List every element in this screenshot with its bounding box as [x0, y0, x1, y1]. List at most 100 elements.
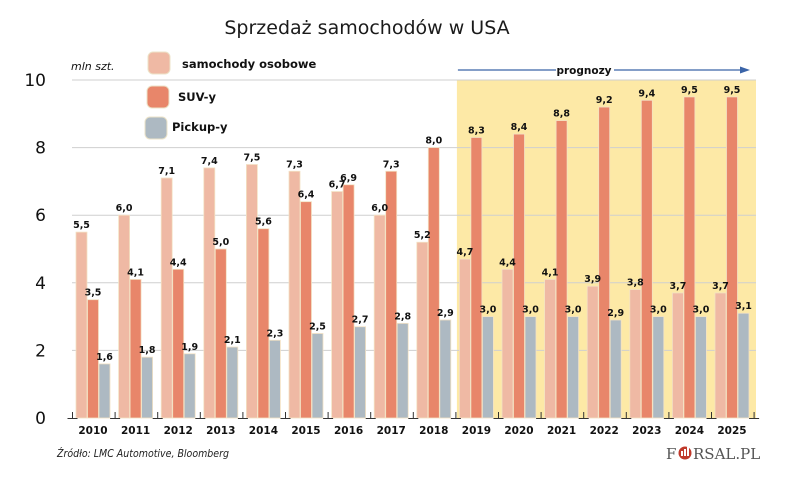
- legend: samochody osobowe SUV-y Pickup-y: [144, 51, 317, 140]
- bar-samochody-osobowe-2012: [160, 177, 173, 419]
- bar-suv-y-2015: [300, 201, 312, 419]
- value-label: 7,5: [243, 153, 260, 164]
- bar-pickup-y-2017: [396, 322, 409, 419]
- legend-swatch: [147, 51, 171, 75]
- x-axis-ticks: 2010 2011 2012 2013 2014 2015 2016 2017 2018 2019…: [67, 412, 760, 437]
- bar-samochody-osobowe-2025: [714, 292, 727, 419]
- bar-pickup-y-2019: [481, 316, 494, 419]
- bar-samochody-osobowe-2024: [672, 292, 684, 419]
- x-tick-label: 2023: [632, 425, 661, 437]
- x-tick-label: 2019: [462, 425, 491, 437]
- y-tick-label: 2: [35, 341, 46, 361]
- value-label: 1,6: [96, 352, 113, 363]
- bar-pickup-y-2021: [567, 316, 579, 419]
- bar-pickup-y-2020: [524, 316, 537, 419]
- forecast-label: prognozy: [556, 65, 611, 77]
- bar-samochody-osobowe-2010: [75, 231, 88, 419]
- value-label: 3,1: [735, 301, 752, 312]
- value-label: 5,0: [212, 237, 229, 248]
- x-tick-label: 2017: [377, 425, 406, 437]
- value-label: 3,0: [479, 305, 496, 316]
- bar-suv-y-2016: [342, 184, 355, 419]
- value-label: 6,7: [329, 180, 346, 191]
- bar-pickup-y-2013: [226, 346, 239, 419]
- bar-samochody-osobowe-2017: [373, 214, 386, 419]
- value-label: 9,2: [596, 95, 613, 106]
- value-label: 3,7: [712, 281, 729, 292]
- value-label: 4,1: [542, 267, 559, 278]
- value-label: 5,5: [73, 220, 90, 231]
- x-tick-label: 2018: [419, 425, 448, 437]
- value-label: 3,5: [85, 288, 102, 299]
- bar-suv-y-2017: [385, 170, 398, 419]
- value-label: 8,0: [425, 136, 442, 147]
- forsal-logo: F RSAL.PL: [666, 445, 760, 463]
- y-tick-label: 8: [35, 139, 46, 159]
- bar-pickup-y-2016: [354, 326, 367, 419]
- bar-suv-y-2023: [640, 99, 653, 419]
- bar-suv-y-2024: [683, 96, 696, 419]
- value-label: 9,5: [681, 85, 698, 96]
- value-label: 7,4: [201, 156, 218, 167]
- chart-title: Sprzedaż samochodów w USA: [224, 17, 509, 39]
- bar-suv-y-2014: [257, 228, 270, 419]
- value-label: 3,0: [522, 305, 539, 316]
- value-labels: 5,5 3,5 1,6 6,0 4,1 1,8 7,1 4,4 1,9 7,4 5,0 2,1 7,5 5…: [73, 85, 752, 363]
- value-label: 3,0: [565, 305, 582, 316]
- value-label: 3,9: [584, 274, 601, 285]
- bar-suv-y-2013: [214, 248, 227, 419]
- legend-swatch: [144, 116, 168, 140]
- source-note: Źródło: LMC Automotive, Bloomberg: [56, 447, 229, 460]
- bar-suv-y-2019: [470, 137, 483, 419]
- bar-pickup-y-2012: [183, 353, 196, 419]
- bar-suv-y-2025: [726, 96, 738, 419]
- value-label: 4,1: [127, 267, 144, 278]
- value-label: 5,2: [414, 230, 431, 241]
- bar-samochody-osobowe-2019: [458, 258, 471, 419]
- bar-suv-y-2011: [129, 279, 142, 419]
- value-label: 9,4: [638, 88, 655, 99]
- value-label: 2,1: [224, 335, 241, 346]
- value-label: 4,4: [499, 257, 516, 268]
- bar-samochody-osobowe-2013: [203, 167, 216, 419]
- x-tick-label: 2020: [504, 425, 533, 437]
- bar-samochody-osobowe-2016: [331, 191, 344, 419]
- bar-pickup-y-2010: [98, 363, 111, 419]
- bar-samochody-osobowe-2014: [245, 164, 258, 419]
- x-tick-label: 2013: [206, 425, 235, 437]
- legend-swatch: [146, 85, 170, 109]
- value-label: 4,7: [456, 247, 473, 258]
- value-label: 6,4: [298, 190, 315, 201]
- value-label: 7,3: [286, 159, 303, 170]
- value-label: 2,3: [266, 328, 283, 339]
- forecast-annotation: prognozy: [457, 65, 750, 77]
- bar-samochody-osobowe-2022: [586, 285, 599, 419]
- value-label: 2,9: [437, 308, 454, 319]
- value-label: 6,0: [371, 203, 388, 214]
- value-label: 4,4: [170, 257, 187, 268]
- x-tick-label: 2024: [675, 425, 704, 437]
- value-label: 8,4: [511, 122, 528, 133]
- y-axis-ticks: 0 2 4 6 8 10: [24, 71, 46, 429]
- value-label: 9,5: [724, 85, 741, 96]
- logo-text-left: F: [666, 445, 676, 463]
- y-tick-label: 10: [24, 71, 46, 91]
- value-label: 2,7: [352, 315, 369, 326]
- y-tick-label: 4: [35, 274, 46, 294]
- bar-pickup-y-2011: [141, 356, 154, 419]
- bar-suv-y-2010: [87, 299, 99, 419]
- value-label: 7,3: [383, 159, 400, 170]
- bar-pickup-y-2022: [609, 319, 622, 419]
- value-label: 3,0: [692, 305, 709, 316]
- legend-label: samochody osobowe: [182, 57, 317, 71]
- x-tick-label: 2025: [717, 425, 746, 437]
- y-tick-label: 6: [35, 206, 46, 226]
- value-label: 7,1: [158, 166, 175, 177]
- x-tick-label: 2021: [547, 425, 576, 437]
- bar-pickup-y-2014: [268, 339, 281, 419]
- x-tick-label: 2016: [334, 425, 363, 437]
- bars: [75, 96, 750, 419]
- bar-pickup-y-2023: [652, 316, 665, 419]
- value-label: 2,9: [607, 308, 624, 319]
- bar-pickup-y-2015: [311, 333, 324, 419]
